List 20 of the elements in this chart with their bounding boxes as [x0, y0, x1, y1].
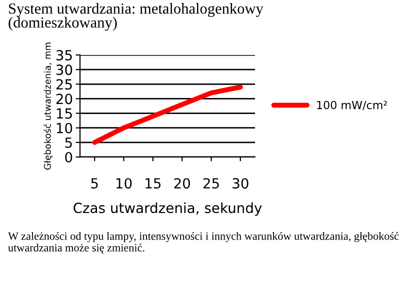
x-tick-label: 25 — [203, 178, 219, 189]
y-tick-label: 20 — [56, 94, 72, 104]
legend-label: 100 mW/cm² — [317, 100, 387, 110]
x-tick-label: 5 — [91, 178, 98, 189]
x-tick-label: 15 — [146, 178, 161, 189]
x-tick-label: 20 — [174, 178, 190, 189]
x-tick-label: 30 — [232, 178, 248, 189]
line-series — [92, 84, 243, 145]
x-tick-label: 10 — [116, 178, 132, 189]
x-axis-title: Czas utwardzenia, sekundy — [74, 202, 262, 216]
y-tick-label: 35 — [56, 50, 72, 60]
y-tick-label: 15 — [56, 108, 72, 119]
y-tick-label: 10 — [56, 122, 72, 134]
y-tick-label: 5 — [65, 138, 72, 148]
y-tick-label: 25 — [56, 79, 72, 90]
y-tick-label: 0 — [65, 152, 72, 162]
y-tick-label: 30 — [56, 64, 72, 76]
y-axis-title: Głębokość utwardzenia, mm — [44, 42, 52, 170]
text: W zależności od typu lampy, intensywności i innych warunków utwardzania, głębokość utwardzania może się zmienić. — [8, 232, 399, 254]
chart-title: System utwardzania: metalohalogenkowy (domieszkowany) — [8, 3, 264, 31]
